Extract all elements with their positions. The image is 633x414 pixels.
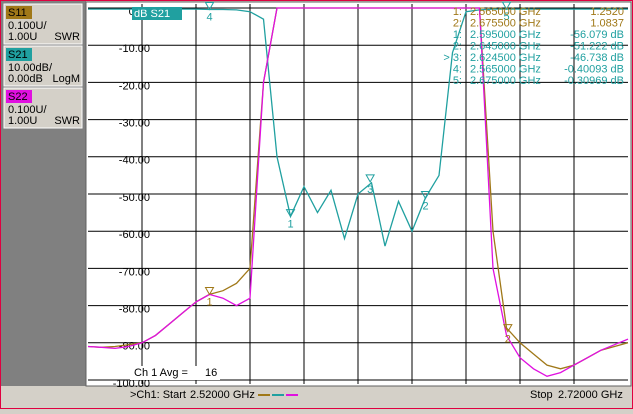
marker-table-freq: 2.565000 GHz [470, 63, 541, 75]
marker-table-freq: 2.624500 GHz [470, 52, 541, 64]
trace-format: SWR [54, 31, 80, 43]
marker-table-label: > 3: [443, 52, 462, 64]
marker-table-label: 2: [453, 40, 462, 52]
marker-label: 4 [206, 11, 212, 23]
marker [204, 1, 215, 11]
marker-label: 5 [503, 11, 509, 23]
marker-table-label: 1: [453, 6, 462, 18]
stop-label: Stop [530, 389, 553, 401]
marker-table-value: -0.30969 dB [564, 75, 624, 87]
trace-ref: 1.00U [8, 115, 37, 127]
averaging-count: 16 [205, 367, 217, 379]
trace-name: S21 [8, 49, 28, 61]
y-tick-label: -60.00 [119, 229, 150, 241]
start-label: >Ch1: Start [130, 389, 186, 401]
trace-tag [6, 48, 32, 61]
marker-table-freq: 2.675500 GHz [470, 17, 541, 29]
marker-table-value: -46.738 dB [570, 52, 624, 64]
trace-label-box [132, 7, 182, 20]
trace-line [87, 7, 629, 377]
marker-label: 2 [422, 200, 428, 212]
marker-table-value: 1.0837 [590, 17, 624, 29]
y-tick-label: -30.00 [119, 118, 150, 130]
trace-label: dB S21 [134, 8, 170, 20]
trace-format: LogM [52, 73, 80, 85]
marker [420, 191, 431, 200]
trace-ref: 0.00dB [8, 73, 43, 85]
y-tick-label: -20.00 [119, 80, 150, 92]
trace-tag [6, 6, 32, 19]
marker-table-value: -56.079 dB [570, 29, 624, 41]
trace-scale: 0.100U/ [8, 20, 47, 32]
trace-line [88, 8, 628, 247]
trace-scale: 0.100U/ [8, 104, 47, 116]
marker-table-label: 2: [453, 17, 462, 29]
trace-ref: 1.00U [8, 31, 37, 43]
y-tick-label: -40.00 [119, 155, 150, 167]
trace-tag [6, 90, 32, 103]
marker [502, 324, 513, 333]
averaging-box [130, 366, 220, 380]
marker-table-value: -51.222 dB [570, 40, 624, 52]
start-value: 2.52000 GHz [190, 389, 255, 401]
marker-label: 1 [287, 219, 293, 231]
marker [204, 286, 215, 296]
marker-label: 1 [206, 296, 212, 308]
stop-value: 2.72000 GHz [558, 389, 623, 401]
trace-format: SWR [54, 115, 80, 127]
y-tick-label: -50.00 [119, 192, 150, 204]
marker-label: 2 [505, 334, 511, 346]
trace-name: S22 [8, 91, 28, 103]
marker-table-freq: 2.595000 GHz [470, 29, 541, 41]
marker-table-label: 4: [453, 63, 462, 75]
y-tick-label: -70.00 [119, 266, 150, 278]
averaging-label: Ch 1 Avg = [134, 367, 188, 379]
marker-label: 3 [367, 184, 373, 196]
marker [285, 209, 296, 218]
marker-table-label: 1: [453, 29, 462, 41]
y-tick-label: -100.00 [113, 378, 150, 390]
trace-name: S11 [8, 7, 27, 19]
marker-table-value: 1.2520 [590, 6, 624, 18]
marker-table-freq: 2.565000 GHz [470, 6, 541, 18]
trace-scale: 10.00dB/ [8, 62, 53, 74]
y-tick-label: -90.00 [119, 341, 150, 353]
y-tick-label: -10.00 [119, 43, 150, 55]
marker [365, 174, 376, 183]
marker-table-freq: 2.645000 GHz [470, 40, 541, 52]
marker [501, 1, 512, 11]
marker-table-label: 5: [453, 75, 462, 87]
marker-table-value: -0.40093 dB [564, 63, 624, 75]
y-tick-label: -80.00 [119, 304, 150, 316]
marker-table-freq: 2.675000 GHz [470, 75, 541, 87]
